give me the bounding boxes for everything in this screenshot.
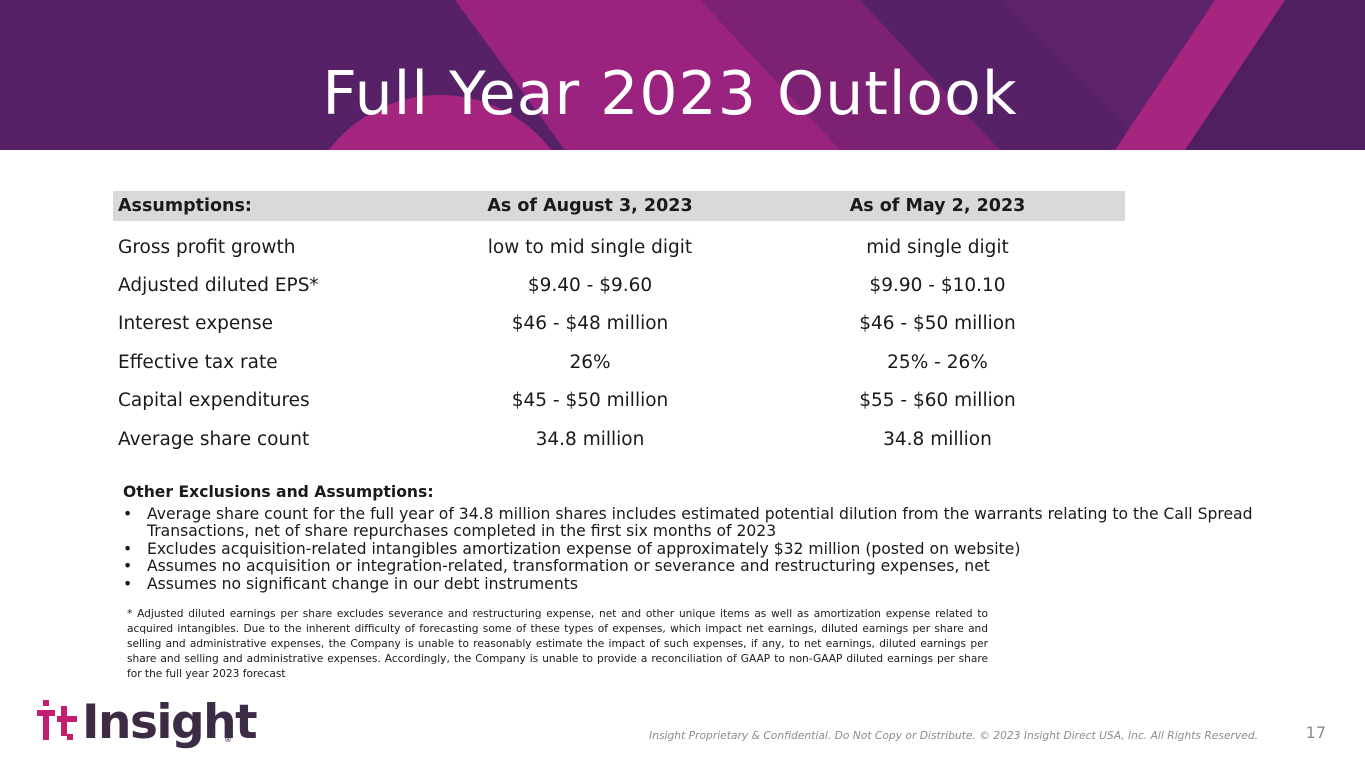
legal-notice: Insight Proprietary & Confidential. Do N… xyxy=(649,729,1258,742)
row-label: Gross profit growth xyxy=(118,236,296,258)
outlook-table: Assumptions: As of August 3, 2023 As of … xyxy=(113,191,1125,458)
may-value: 25% - 26% xyxy=(887,351,988,373)
row-label: Interest expense xyxy=(118,313,274,335)
august-value: low to mid single digit xyxy=(487,236,693,258)
august-value: $46 - $48 million xyxy=(511,313,669,335)
header-august: As of August 3, 2023 xyxy=(487,196,693,216)
list-item: • Average share count for the full year o… xyxy=(116,504,1356,541)
row-label: Capital expenditures xyxy=(118,390,310,412)
may-value: mid single digit xyxy=(866,236,1009,258)
table-row: Capital expenditures $45 - $50 million $… xyxy=(113,382,1125,420)
list-item: • Excludes acquisition-related intangible… xyxy=(116,539,1356,559)
table-row: Effective tax rate 26% 25% - 26% xyxy=(113,343,1125,381)
bullet: • xyxy=(123,574,133,593)
table-row: Adjusted diluted EPS* $9.40 - $9.60 $9.9… xyxy=(113,266,1125,304)
list-item: • Assumes no significant change in our de… xyxy=(116,574,1356,594)
eps-footnote: * Adjusted diluted earnings per share ex… xyxy=(127,608,988,680)
table-row: Average share count 34.8 million 34.8 mi… xyxy=(113,420,1125,458)
row-label: Adjusted diluted EPS* xyxy=(118,275,319,297)
table-row: Interest expense $46 - $48 million $46 -… xyxy=(113,305,1125,343)
insight-logo-text: Insight xyxy=(82,695,258,750)
header-assumptions: Assumptions: xyxy=(118,196,252,216)
row-label: Average share count xyxy=(118,428,310,450)
may-value: $9.90 - $10.10 xyxy=(869,275,1006,297)
august-value: $9.40 - $9.60 xyxy=(527,275,653,297)
notes-title: Other Exclusions and Assumptions: xyxy=(123,483,434,501)
august-value: 34.8 million xyxy=(535,428,645,450)
banner-background xyxy=(0,0,1365,150)
list-item: • Assumes no acquisition or integration-r… xyxy=(116,557,1356,576)
august-value: 26% xyxy=(569,351,611,373)
note-text: Average share count for the full year of… xyxy=(147,504,1253,540)
note-text: Excludes acquisition-related intangibles… xyxy=(147,539,1021,558)
may-value: $46 - $50 million xyxy=(859,313,1016,335)
note-text: Assumes no significant change in our deb… xyxy=(147,574,578,593)
title-banner: Full Year 2023 Outlook xyxy=(0,0,1365,150)
insight-logo-icon xyxy=(37,700,77,740)
bullet: • xyxy=(123,557,133,575)
bullet: • xyxy=(123,539,133,558)
bullet: • xyxy=(123,504,133,523)
may-value: $55 - $60 million xyxy=(859,390,1016,412)
registered-mark: ® xyxy=(224,735,232,744)
may-value: 34.8 million xyxy=(883,428,992,450)
notes-list: • Average share count for the full year o… xyxy=(116,504,1356,594)
page-number: 17 xyxy=(1305,723,1326,742)
row-label: Effective tax rate xyxy=(118,351,278,373)
note-text: Assumes no acquisition or integration-re… xyxy=(147,557,990,575)
page-title: Full Year 2023 Outlook xyxy=(322,59,1018,129)
table-row: Gross profit growth low to mid single di… xyxy=(113,228,1125,266)
table-header-row: Assumptions: As of August 3, 2023 As of … xyxy=(113,191,1125,221)
august-value: $45 - $50 million xyxy=(511,390,669,412)
other-assumptions: Other Exclusions and Assumptions: • Avera… xyxy=(116,483,1356,594)
header-may: As of May 2, 2023 xyxy=(849,196,1026,216)
